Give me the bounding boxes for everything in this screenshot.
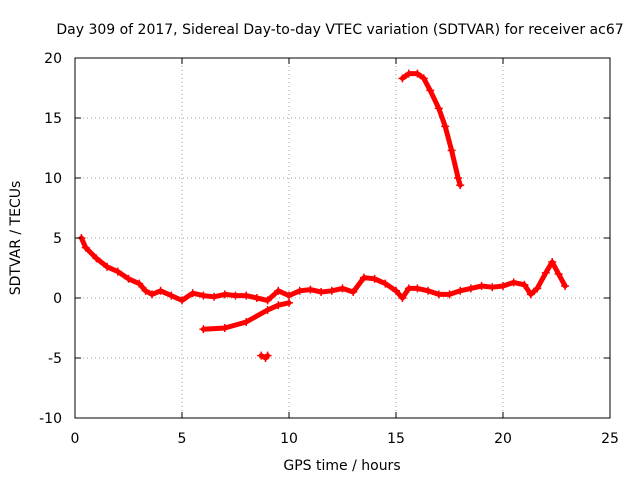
data-point bbox=[349, 288, 358, 296]
data-point bbox=[509, 278, 518, 287]
data-point bbox=[541, 268, 550, 277]
data-point bbox=[441, 122, 450, 131]
x-tick-label: 20 bbox=[494, 431, 512, 447]
data-point bbox=[413, 284, 422, 293]
data-point bbox=[220, 324, 229, 332]
x-tick-label: 10 bbox=[280, 431, 298, 447]
x-tick-label: 5 bbox=[178, 431, 187, 447]
y-tick-label: -5 bbox=[48, 351, 62, 367]
tick-layer: 0 5 10 15 20 25 -10 -5 0 5 10 15 20 bbox=[39, 51, 619, 447]
data-point bbox=[456, 181, 465, 190]
data-point bbox=[135, 279, 144, 288]
data-point bbox=[231, 291, 240, 300]
data-point bbox=[113, 267, 122, 276]
data-point bbox=[242, 318, 251, 326]
data-point bbox=[533, 284, 542, 293]
data-point bbox=[199, 325, 208, 334]
series-high-arc bbox=[399, 71, 463, 188]
data-point bbox=[103, 262, 112, 271]
chart-title: Day 309 of 2017, Sidereal Day-to-day VTE… bbox=[56, 22, 623, 38]
y-tick-label: 10 bbox=[44, 171, 62, 187]
data-point bbox=[156, 286, 165, 295]
data-point bbox=[167, 291, 176, 300]
data-point bbox=[426, 86, 435, 95]
data-point bbox=[274, 301, 283, 310]
data-point bbox=[141, 286, 150, 295]
data-point bbox=[561, 282, 570, 290]
data-point bbox=[306, 285, 315, 294]
data-point bbox=[285, 291, 293, 300]
data-point bbox=[398, 74, 407, 83]
data-point bbox=[295, 286, 304, 295]
data-point bbox=[263, 351, 272, 360]
data-point bbox=[199, 291, 208, 300]
data-point bbox=[210, 292, 219, 301]
data-point bbox=[124, 274, 133, 283]
data-point bbox=[488, 283, 497, 292]
data-point bbox=[188, 289, 197, 298]
data-point bbox=[404, 284, 413, 293]
data-point bbox=[419, 74, 428, 83]
data-point bbox=[252, 294, 261, 302]
data-point bbox=[445, 290, 454, 299]
data-point bbox=[526, 290, 535, 299]
data-point bbox=[499, 282, 507, 290]
y-tick-label: 15 bbox=[44, 111, 62, 127]
data-point bbox=[370, 274, 379, 283]
data-point bbox=[404, 69, 413, 78]
grid-layer bbox=[75, 58, 610, 418]
x-axis-label: GPS time / hours bbox=[283, 458, 400, 474]
series-layer bbox=[77, 69, 570, 362]
data-point bbox=[454, 174, 463, 182]
data-point bbox=[263, 306, 272, 314]
y-tick-label: 20 bbox=[44, 51, 62, 67]
data-point bbox=[477, 282, 486, 290]
data-point bbox=[413, 69, 422, 78]
data-point bbox=[548, 258, 557, 266]
data-point bbox=[178, 296, 186, 305]
data-point bbox=[327, 286, 336, 295]
data-point bbox=[317, 288, 326, 296]
data-point bbox=[274, 286, 283, 295]
data-point bbox=[392, 286, 400, 295]
data-point bbox=[338, 284, 347, 293]
data-point bbox=[398, 294, 407, 302]
data-point bbox=[554, 270, 563, 278]
data-point bbox=[466, 284, 475, 293]
data-point bbox=[92, 254, 101, 263]
data-point bbox=[434, 290, 443, 299]
y-tick-label: 0 bbox=[53, 291, 62, 307]
data-point bbox=[220, 290, 229, 299]
data-point bbox=[285, 298, 293, 307]
data-point bbox=[381, 279, 390, 288]
y-tick-label: -10 bbox=[39, 411, 62, 427]
x-tick-label: 15 bbox=[387, 431, 405, 447]
x-tick-label: 25 bbox=[601, 431, 619, 447]
data-point bbox=[148, 290, 157, 299]
data-point bbox=[520, 280, 529, 289]
data-point bbox=[424, 286, 433, 295]
data-point bbox=[434, 104, 443, 113]
x-tick-label: 0 bbox=[71, 431, 80, 447]
y-axis-label: SDTVAR / TECUs bbox=[8, 181, 24, 296]
data-point bbox=[242, 291, 251, 300]
data-point bbox=[456, 286, 465, 295]
data-point bbox=[81, 243, 90, 252]
data-point bbox=[263, 296, 272, 305]
data-point bbox=[359, 273, 368, 282]
y-tick-label: 5 bbox=[53, 231, 62, 247]
data-point bbox=[447, 146, 456, 155]
